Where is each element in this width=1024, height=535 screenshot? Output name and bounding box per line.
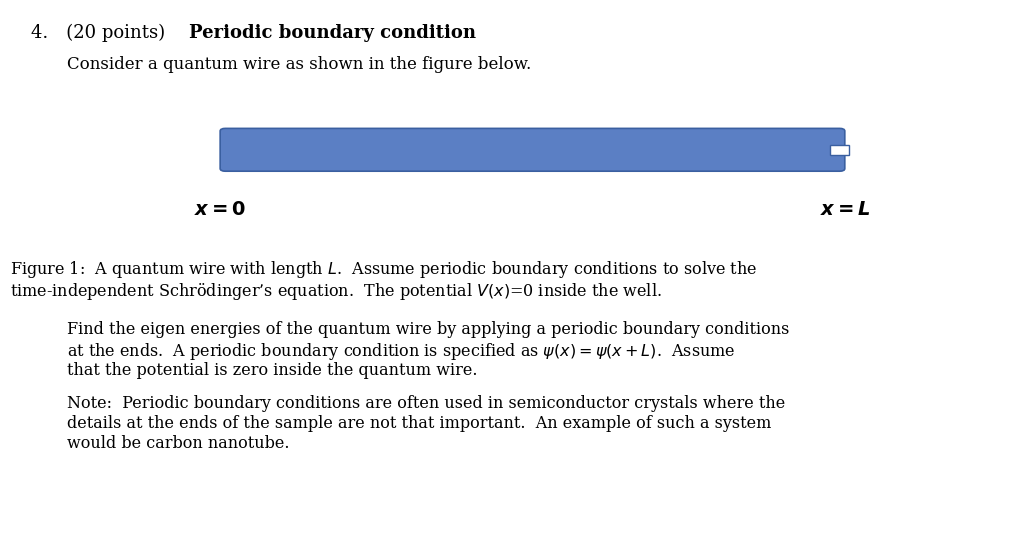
Text: Periodic boundary condition: Periodic boundary condition — [189, 24, 476, 42]
Text: would be carbon nanotube.: would be carbon nanotube. — [67, 435, 289, 453]
Text: $\boldsymbol{x = 0}$: $\boldsymbol{x = 0}$ — [195, 201, 246, 219]
Text: Figure 1:  A quantum wire with length $L$.  Assume periodic boundary conditions : Figure 1: A quantum wire with length $L$… — [10, 259, 758, 280]
Text: Note:  Periodic boundary conditions are often used in semiconductor crystals whe: Note: Periodic boundary conditions are o… — [67, 395, 784, 412]
Text: 4. (20 points): 4. (20 points) — [31, 24, 174, 42]
Text: Find the eigen energies of the quantum wire by applying a periodic boundary cond: Find the eigen energies of the quantum w… — [67, 321, 788, 338]
Text: $\boldsymbol{x = L}$: $\boldsymbol{x = L}$ — [819, 201, 870, 219]
Text: time-independent Schrödinger’s equation.  The potential $V(x)$=0 inside the well: time-independent Schrödinger’s equation.… — [10, 281, 663, 302]
FancyBboxPatch shape — [220, 128, 845, 171]
Text: details at the ends of the sample are not that important.  An example of such a : details at the ends of the sample are no… — [67, 415, 771, 432]
Text: that the potential is zero inside the quantum wire.: that the potential is zero inside the qu… — [67, 362, 477, 379]
Text: at the ends.  A periodic boundary condition is specified as $\psi(x) = \psi(x + : at the ends. A periodic boundary conditi… — [67, 341, 735, 362]
FancyBboxPatch shape — [830, 145, 849, 155]
Text: Consider a quantum wire as shown in the figure below.: Consider a quantum wire as shown in the … — [67, 56, 530, 73]
